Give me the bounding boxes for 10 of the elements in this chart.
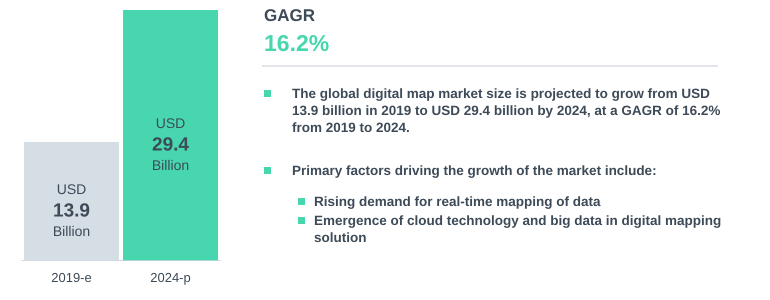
text: Primary factors driving the growth of the market include: xyxy=(291,162,658,179)
x-tick-label: 2024-p xyxy=(150,270,191,285)
text: 16.2% xyxy=(264,30,330,57)
text: The global digital map market size is projected to grow from USD 13.9 billion in 2019 to USD 29.4 billion by 2024, at a GAGR of 16.2% from 2019 to 2024. xyxy=(291,85,722,136)
text: Rising demand for real-time mapping of data xyxy=(313,193,602,210)
text: GAGR xyxy=(264,6,316,26)
x-tick-label: 2019-e xyxy=(51,270,92,285)
text: Emergence of cloud technology and big data in digital mapping solution xyxy=(313,212,722,246)
data-label: USD 29.4 Billion xyxy=(152,115,190,174)
data-label: USD 13.9 Billion xyxy=(52,181,90,240)
